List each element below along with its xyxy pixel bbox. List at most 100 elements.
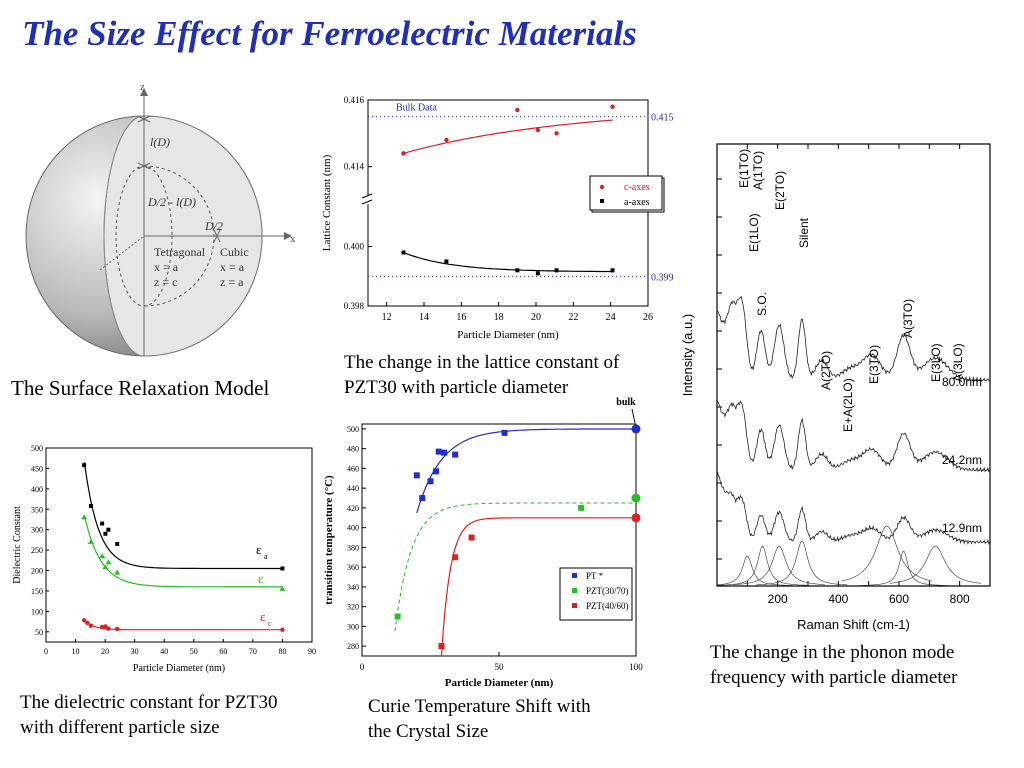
peak-label: Silent <box>797 217 811 248</box>
peak-label: A(2TO) <box>819 351 833 390</box>
label-eps-a: ε <box>256 542 262 557</box>
legend-label-c: c-axes <box>624 182 650 193</box>
peak-label: A(1TO) <box>751 151 765 190</box>
y-tick-label: 440 <box>347 484 359 493</box>
peak-label: E+A(2LO) <box>841 378 855 432</box>
y-tick-label: 460 <box>347 464 359 473</box>
peak-label: S.O. <box>755 292 769 316</box>
peak-label: E(1LO) <box>747 213 761 252</box>
data-point <box>435 448 442 455</box>
y-tick-label: 300 <box>31 526 43 535</box>
raman-component-peak <box>756 540 848 586</box>
x-tick-label: 70 <box>249 647 257 656</box>
x-tick-label: 50 <box>495 662 505 672</box>
c-axes-point <box>554 131 559 136</box>
y-axis-label: Lattice Constant (nm) <box>321 154 333 251</box>
ref-value-upper: 0.415 <box>651 113 674 124</box>
tetragonal-z: z = c <box>154 275 177 289</box>
eps-point <box>99 553 106 559</box>
eps-c-point <box>99 624 105 630</box>
x-tick-label: 18 <box>494 312 504 323</box>
eps-point <box>279 585 286 591</box>
raman-component-peak <box>733 545 825 585</box>
caption-surface-model: The Surface Relaxation Model <box>11 376 270 400</box>
x-tick-label: 60 <box>219 647 227 656</box>
data-point <box>468 534 475 541</box>
fit-curve-0 <box>83 462 283 570</box>
peak-label: A(3TO) <box>901 299 915 338</box>
caption-curie: Curie Temperature Shift with the Crystal … <box>368 696 591 742</box>
legend-label: PZT(30/70) <box>586 586 629 596</box>
eps-point <box>114 569 121 575</box>
x-axis-label: Particle Diameter (nm) <box>445 677 554 689</box>
data-point <box>394 613 401 620</box>
axis-break-mark <box>361 193 373 199</box>
label-eps-c-sub: c <box>268 619 272 628</box>
fit-PZT3070 <box>394 502 636 632</box>
plot-frame <box>716 143 991 587</box>
caption-dielectric: The dielectric constant for PZT30 with di… <box>20 692 278 738</box>
eps-c-point <box>115 626 120 632</box>
d-label-2: D/2 <box>204 219 223 233</box>
page-title: The Size Effect for Ferroelectric Materi… <box>22 14 637 53</box>
y-tick-label: 350 <box>31 505 43 514</box>
eps-c-point <box>280 627 285 632</box>
fit-curve-1 <box>83 515 283 588</box>
x-tick-label: 16 <box>456 312 466 323</box>
fit-curve-2 <box>83 619 283 631</box>
a-axes-point <box>515 268 520 273</box>
raman-component-peak <box>858 550 949 586</box>
eps-c-point <box>85 620 90 626</box>
eps-point <box>87 538 94 544</box>
bulk-data-label: Bulk Data <box>396 103 437 114</box>
label-eps-a-sub: a <box>264 552 268 561</box>
legend-label-a: a-axes <box>624 197 650 208</box>
ref-value-lower: 0.399 <box>651 272 674 283</box>
data-point <box>452 451 459 458</box>
x-axis-label: Particle Diameter (nm) <box>457 329 559 341</box>
raman-spectrum-line <box>717 400 991 473</box>
raman-spectrum-chart: 200 400 600 800 Raman Shift (cm-1) Intensity … <box>680 143 991 632</box>
legend-marker-a <box>600 199 604 203</box>
label-eps-c: ε <box>260 609 266 624</box>
x-tick-label: 80 <box>278 647 286 656</box>
y-tick-label: 360 <box>347 563 359 572</box>
l-label: l(D) <box>150 135 170 149</box>
x-tick-label: 20 <box>101 647 109 656</box>
x-tick-label: 22 <box>568 312 578 323</box>
raman-spectrum-line <box>717 471 991 546</box>
eps-a-point <box>100 521 105 526</box>
y-tick-label: 400 <box>347 524 359 533</box>
legend-marker <box>572 588 577 593</box>
peak-label: E(3LO) <box>929 343 943 382</box>
peak-label: A(3LO) <box>951 343 965 382</box>
legend-box <box>589 175 663 211</box>
cubic-z: z = a <box>220 275 244 289</box>
cubic-x: x = a <box>220 260 245 274</box>
eps-point <box>81 514 88 520</box>
bulk-point <box>631 513 641 523</box>
eps-a-point <box>88 503 93 508</box>
y-tick-label: 400 <box>31 485 43 494</box>
series-size-label: 24.2nm <box>942 453 982 467</box>
series-size-label: 80.0nm <box>942 375 982 389</box>
x-tick-label: 200 <box>768 592 788 606</box>
raman-component-peak <box>717 555 793 586</box>
data-point <box>419 495 426 502</box>
y-tick-label: 0.398 <box>344 301 365 311</box>
x-tick-label: 20 <box>531 312 541 323</box>
axis-break-mask <box>364 196 372 204</box>
fit-PT <box>416 428 636 514</box>
bulk-arrow <box>631 408 636 424</box>
plot-frame <box>361 423 637 657</box>
x-tick-label: 50 <box>190 647 198 656</box>
plot-frame <box>45 447 313 643</box>
x-tick-label: 100 <box>629 662 643 672</box>
c-axes-point <box>610 104 615 109</box>
x-tick-label: 10 <box>72 647 80 656</box>
x-tick-label: 800 <box>950 592 970 606</box>
eps-a-point <box>82 463 87 468</box>
data-point <box>438 643 445 650</box>
c-axes-point <box>444 137 449 143</box>
data-point <box>413 472 420 479</box>
